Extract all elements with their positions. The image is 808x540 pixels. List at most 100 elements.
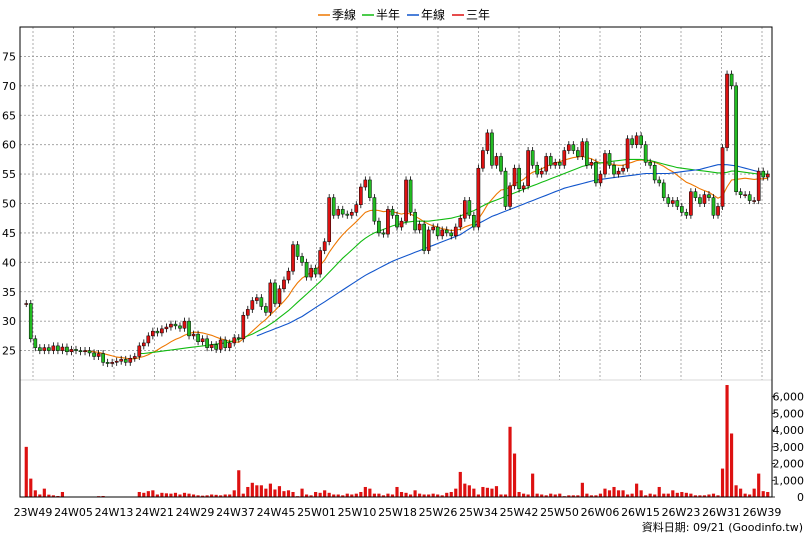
candle-body <box>232 337 237 344</box>
candle-body <box>259 297 264 307</box>
candle <box>318 247 322 278</box>
volume-bar <box>603 488 607 497</box>
candle-body <box>169 323 173 328</box>
candle <box>458 214 463 231</box>
candle-body <box>404 179 408 222</box>
candle-body <box>155 330 160 334</box>
volume-bar <box>612 486 616 497</box>
candle <box>765 170 770 181</box>
volume-tick-label: 6,000 <box>773 391 805 404</box>
candle <box>300 252 304 266</box>
volume-bar <box>589 495 593 497</box>
candle <box>616 167 621 178</box>
candle <box>490 129 494 169</box>
volume-bar <box>151 490 155 497</box>
candle <box>476 164 481 231</box>
candle-body <box>652 165 657 181</box>
volume-bar <box>268 483 272 497</box>
candle <box>268 279 273 316</box>
candle <box>657 176 662 187</box>
candle-body <box>164 326 169 330</box>
volume-bar <box>680 491 684 497</box>
volume-bar <box>418 493 422 497</box>
volume-bar <box>458 471 462 497</box>
candle-body <box>273 282 277 304</box>
volume-bar <box>381 495 386 497</box>
volume-tick-label: 4,000 <box>773 424 805 437</box>
candle <box>417 220 422 234</box>
candle-body <box>539 170 544 175</box>
candle <box>508 182 512 210</box>
candle <box>141 339 146 350</box>
volume-bar <box>766 491 770 497</box>
candle <box>105 358 110 368</box>
candle <box>264 302 268 316</box>
volume-bar <box>390 494 395 497</box>
volume-bar <box>210 494 214 497</box>
candle <box>51 342 56 355</box>
volume-bar <box>38 494 42 497</box>
volume-bar <box>571 495 575 497</box>
volume-bar <box>725 385 729 497</box>
volume-bar <box>585 493 589 497</box>
candle <box>87 347 92 357</box>
volume-bar <box>372 493 376 497</box>
candle <box>472 211 476 231</box>
candle-body <box>648 162 653 166</box>
volume-bar <box>359 491 363 497</box>
candle <box>232 334 237 347</box>
volume-bar <box>657 486 661 497</box>
candle <box>517 164 521 193</box>
candle <box>304 258 309 281</box>
candle <box>625 135 630 172</box>
volume-bar <box>304 494 309 497</box>
candle <box>589 158 594 169</box>
volume-bar <box>445 492 449 497</box>
candle-body <box>268 282 273 313</box>
candle <box>462 197 467 222</box>
volume-bar <box>635 483 639 497</box>
candle <box>680 202 684 216</box>
candle-body <box>630 138 634 145</box>
candle <box>96 349 101 360</box>
volume-bar <box>472 488 476 497</box>
volume-bar <box>675 492 679 497</box>
legend-label-half: 半年 <box>376 8 400 22</box>
volume-tick-label: 2,000 <box>773 458 805 471</box>
volume-bar <box>517 491 521 497</box>
candle-body <box>639 135 643 145</box>
candle-body <box>37 347 42 351</box>
volume-bar <box>386 493 390 497</box>
candle-body <box>327 197 332 242</box>
volume-bar <box>711 493 716 497</box>
candle <box>503 167 508 210</box>
candle <box>65 343 69 356</box>
volume-bar <box>368 488 372 497</box>
time-tick-label: 24W21 <box>135 506 174 519</box>
candle <box>716 202 720 219</box>
candle <box>146 332 151 347</box>
volume-bar <box>169 493 173 497</box>
time-tick-label: 25W10 <box>338 506 377 519</box>
volume-bar <box>336 494 340 497</box>
candle-body <box>594 162 598 184</box>
price-tick-label: 60 <box>2 139 16 152</box>
candle <box>734 82 738 196</box>
candle <box>566 141 571 155</box>
time-tick-label: 23W49 <box>14 506 53 519</box>
volume-bar <box>535 493 539 497</box>
candle-body <box>444 229 449 234</box>
volume-bar <box>33 490 37 497</box>
price-tick-label: 25 <box>2 345 16 358</box>
candle-body <box>295 244 300 257</box>
volume-bar <box>494 486 499 497</box>
candle-body <box>241 315 246 340</box>
candle-body <box>151 330 155 337</box>
volume-bar <box>173 492 178 497</box>
candle <box>580 138 585 160</box>
candle-body <box>24 303 29 305</box>
candle <box>33 335 38 352</box>
volume-bar <box>205 495 209 497</box>
volume-bar <box>653 494 657 497</box>
candle-body <box>508 185 512 207</box>
